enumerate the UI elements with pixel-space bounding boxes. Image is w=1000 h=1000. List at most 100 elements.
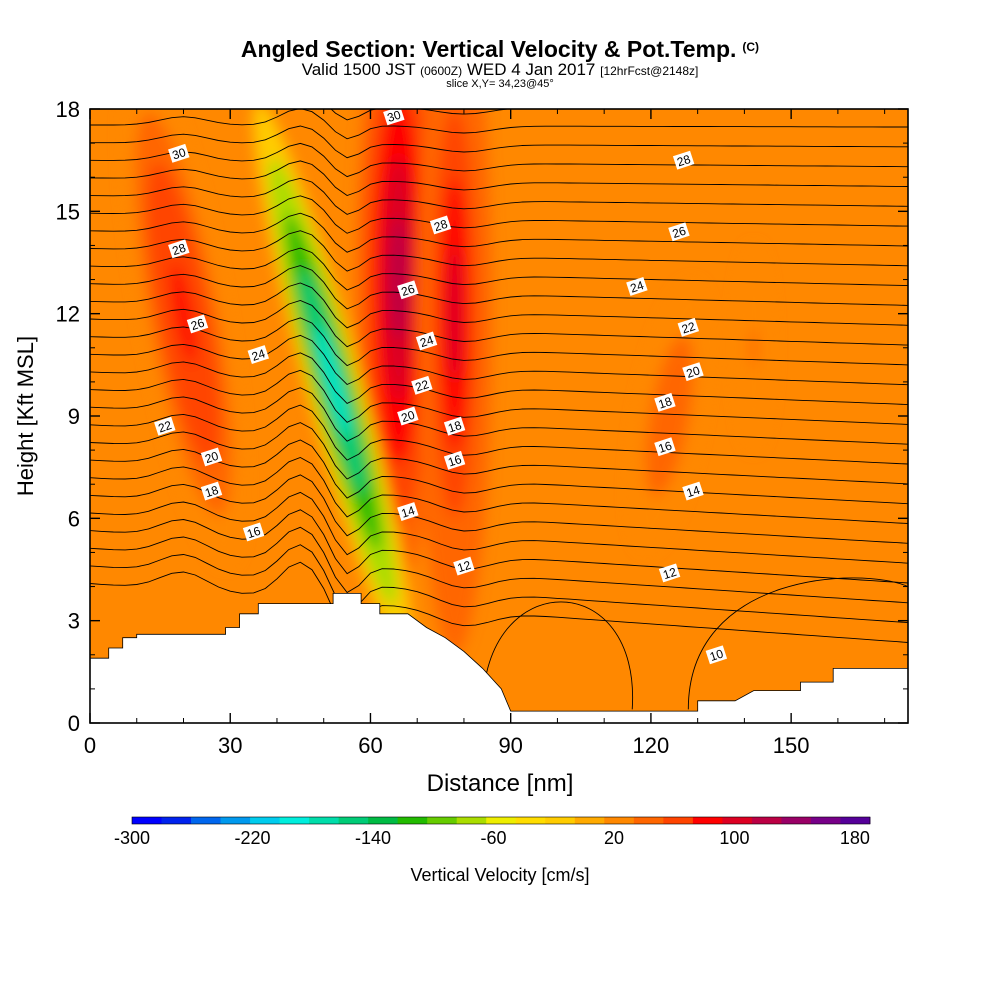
isentrope-label-box bbox=[200, 481, 223, 501]
velocity-contour bbox=[171, 263, 196, 365]
isentrope-label: 22 bbox=[677, 317, 700, 337]
isentrope-line bbox=[90, 387, 908, 445]
velocity-cell-updraft bbox=[417, 109, 492, 655]
isentrope-label: 24 bbox=[415, 331, 438, 351]
isentrope-label: 18 bbox=[200, 481, 223, 501]
isentrope-line bbox=[90, 300, 908, 348]
isentrope-label-box bbox=[453, 556, 475, 576]
colorbar-swatch bbox=[161, 817, 192, 824]
valid-date: WED 4 Jan 2017 bbox=[466, 60, 596, 79]
colorbar-swatch bbox=[692, 817, 723, 824]
isentrope-label-text: 24 bbox=[250, 346, 267, 364]
colorbar-swatch bbox=[515, 817, 546, 824]
isentrope-label-text: 22 bbox=[414, 377, 431, 395]
isentrope-label-box bbox=[397, 280, 419, 300]
velocity-cell-downdraft bbox=[253, 109, 413, 663]
isentrope-line bbox=[90, 230, 908, 272]
colorbar-swatch bbox=[279, 817, 310, 824]
isentrope-label: 20 bbox=[200, 447, 223, 467]
colorbar-swatch bbox=[545, 817, 576, 824]
isentrope-label: 30 bbox=[168, 143, 190, 163]
y-tick-label: 18 bbox=[56, 97, 80, 122]
velocity-contour bbox=[750, 327, 758, 369]
isentrope-line bbox=[90, 247, 908, 291]
isentrope-line bbox=[482, 601, 633, 710]
colorbar-swatch bbox=[663, 817, 694, 824]
velocity-cell-updraft bbox=[122, 109, 245, 566]
colorbar-tick-label: -140 bbox=[355, 828, 391, 848]
y-tick-label: 15 bbox=[56, 199, 80, 224]
colorbar-swatch bbox=[309, 817, 340, 824]
title-unit: (C) bbox=[742, 40, 760, 54]
isentrope-label-box bbox=[705, 645, 728, 665]
isentrope-label-text: 20 bbox=[399, 408, 416, 426]
chart-title: Angled Section: Vertical Velocity & Pot.… bbox=[240, 36, 760, 62]
isentrope-label-box bbox=[443, 416, 466, 436]
isentrope-label-box bbox=[668, 222, 690, 242]
isentrope-label-text: 24 bbox=[418, 333, 435, 351]
colorbar-swatch bbox=[722, 817, 753, 824]
isentrope-label-box bbox=[658, 563, 681, 583]
colorbar-swatch bbox=[810, 817, 841, 824]
isentrope-label: 14 bbox=[682, 481, 704, 501]
isentrope-label-text: 20 bbox=[685, 363, 702, 381]
isentrope-label-text: 18 bbox=[446, 418, 463, 436]
isentrope-label: 30 bbox=[383, 109, 405, 126]
colorbar-swatch bbox=[338, 817, 369, 824]
isentrope-label: 18 bbox=[654, 392, 676, 412]
isentrope-line bbox=[90, 404, 908, 465]
isentrope-label-box bbox=[383, 109, 405, 126]
colorbar-swatch bbox=[486, 817, 517, 824]
isentrope-label-text: 22 bbox=[156, 418, 173, 436]
valid-time: Valid 1500 JST bbox=[301, 60, 416, 79]
x-tick-label: 150 bbox=[773, 733, 810, 758]
y-tick-label: 3 bbox=[68, 609, 80, 634]
isentrope-label-text: 12 bbox=[661, 565, 678, 583]
isentrope-label: 28 bbox=[168, 239, 190, 259]
isentrope-line bbox=[90, 439, 908, 505]
isentrope-label-box bbox=[242, 522, 265, 542]
isentrope-label-box bbox=[168, 143, 190, 163]
isentrope-line bbox=[90, 195, 908, 234]
isentrope-line bbox=[90, 474, 908, 544]
isentrope-label: 10 bbox=[705, 645, 728, 665]
isentrope-line bbox=[90, 317, 908, 367]
plot-area: 30 30 28 28 28 26 26 26 24 24 24 22 22 22 20 20 20 18 18 18… bbox=[90, 109, 908, 723]
isentrope-label: 16 bbox=[654, 437, 676, 457]
y-tick-label: 12 bbox=[56, 302, 80, 327]
isentrope-label: 16 bbox=[242, 522, 265, 542]
isentrope-label: 26 bbox=[668, 222, 690, 242]
velocity-contour bbox=[317, 325, 350, 438]
isentrope-line bbox=[90, 561, 908, 643]
isentrope-line bbox=[90, 334, 908, 386]
isentrope-label: 26 bbox=[397, 280, 419, 300]
isentrope-label-text: 16 bbox=[446, 452, 463, 470]
colorbar-tick-label: 20 bbox=[604, 828, 624, 848]
colorbar-swatch bbox=[456, 817, 487, 824]
isentrope-label-box bbox=[682, 481, 704, 501]
colorbar-swatch bbox=[604, 817, 635, 824]
isentrope-label: 20 bbox=[397, 406, 419, 426]
isentrope-line bbox=[90, 282, 908, 329]
isentrope-label: 12 bbox=[453, 556, 475, 576]
isentrope-label-box bbox=[429, 215, 452, 235]
y-axis-label: Height [Kft MSL] bbox=[13, 336, 38, 496]
x-tick-label: 120 bbox=[633, 733, 670, 758]
isentrope-line bbox=[90, 265, 908, 310]
isentrope-line bbox=[687, 577, 908, 710]
colorbar-frame bbox=[131, 816, 871, 825]
isentrope-label-text: 18 bbox=[657, 394, 674, 412]
colorbar-swatch bbox=[840, 817, 871, 824]
isentrope-label-box bbox=[415, 331, 438, 351]
terrain bbox=[90, 593, 908, 723]
chart-subtitle: Valid 1500 JST (0600Z) WED 4 Jan 2017 [1… bbox=[0, 61, 1000, 80]
isentrope-line bbox=[90, 526, 908, 604]
isentrope-line bbox=[90, 491, 908, 564]
isentrope-label-box bbox=[154, 416, 176, 436]
isentrope-line bbox=[330, 109, 513, 121]
isentrope-label-text: 26 bbox=[671, 223, 688, 241]
isentrope-label-box bbox=[168, 239, 190, 259]
isentrope-label: 18 bbox=[443, 416, 466, 436]
colorbar-label: Vertical Velocity [cm/s] bbox=[410, 865, 589, 885]
colorbar-tick-label: -60 bbox=[480, 828, 506, 848]
